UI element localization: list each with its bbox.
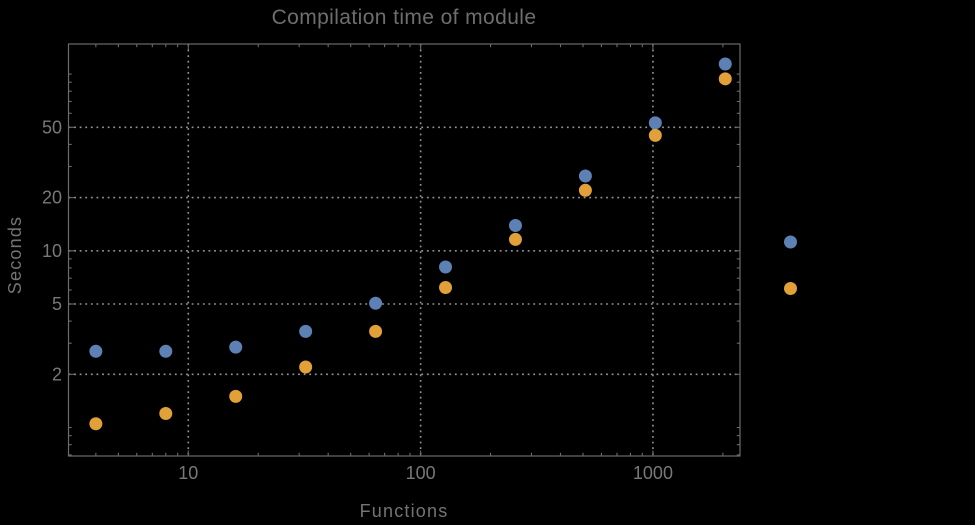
data-point-series-1 [159,344,173,358]
data-point-series-1 [439,260,453,274]
data-point-series-2 [578,183,592,197]
data-point-series-2 [89,417,103,431]
gridlines [68,44,740,456]
plot-frame [67,43,741,457]
legend-marker-series-2 [784,282,797,295]
x-tick-label: 10 [178,463,198,483]
data-point-series-1 [578,169,592,183]
axis-tick-labels: 10 100 1000 2 5 10 20 50 [42,117,673,483]
chart-title: Compilation time of module [272,6,537,29]
data-point-series-1 [89,344,103,358]
data-point-series-2 [159,407,173,421]
data-point-series-2 [299,360,313,374]
data-point-series-2 [508,232,522,246]
legend-marker-series-1 [784,235,797,249]
data-point-series-1 [508,219,522,233]
y-tick-label: 2 [52,364,62,384]
y-tick-label: 50 [42,117,62,137]
data-points [89,57,732,431]
axis-tick-marks [68,44,740,456]
data-point-series-1 [369,296,383,310]
data-point-series-2 [718,72,732,86]
data-point-series-2 [439,280,453,294]
x-axis-label: Functions [360,501,449,521]
data-point-series-1 [299,324,313,338]
data-point-series-2 [369,324,383,338]
y-tick-label: 20 [42,188,62,208]
y-tick-label: 10 [42,241,62,261]
data-point-series-1 [648,116,662,130]
x-tick-label: 1000 [633,463,673,483]
y-tick-label: 5 [52,294,62,314]
y-axis-label: Seconds [5,216,25,294]
data-point-series-2 [648,128,662,142]
x-tick-label: 100 [406,463,436,483]
legend-markers [784,235,797,295]
data-point-series-1 [229,340,243,354]
data-point-series-1 [718,57,732,71]
data-point-series-2 [229,389,243,403]
